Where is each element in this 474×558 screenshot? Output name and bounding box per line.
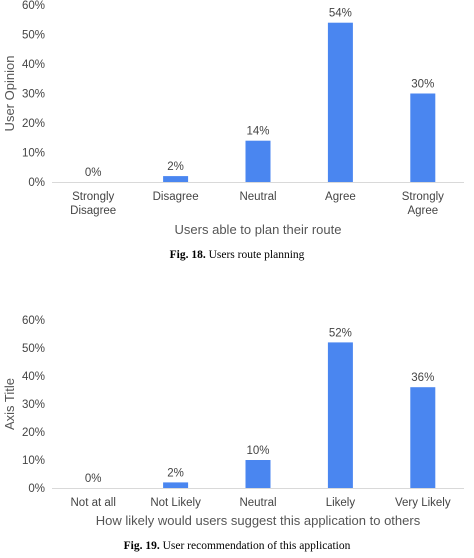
fig19-chart: 0% 10% 20% 30% 40% 50% 60% 0% Not at all 2% Not Li… <box>2 315 464 552</box>
y-tick-label: 0% <box>28 177 45 189</box>
bar <box>163 482 189 488</box>
category-label: Strongly <box>72 191 114 203</box>
fig18-chart: 0% 10% 20% 30% 40% 50% 60% 0% Strongly Disagree 2%… <box>2 0 464 261</box>
category-label: Neutral <box>239 497 276 509</box>
figure-caption: Fig. 19. User recommendation of this app… <box>124 540 351 552</box>
category-label: Neutral <box>239 191 276 203</box>
y-axis-title: Axis Title <box>2 378 17 430</box>
figure-caption: Fig. 18. Users route planning <box>170 249 305 261</box>
y-tick-label: 50% <box>22 343 45 355</box>
y-tick-label: 60% <box>22 315 45 327</box>
y-tick-label: 30% <box>22 399 45 411</box>
figure-caption-text: User recommendation of this application <box>160 540 351 552</box>
category-label: Strongly <box>402 191 444 203</box>
category-label: Agree <box>407 205 438 217</box>
bar <box>327 22 353 183</box>
figure-caption-text: Users route planning <box>206 249 305 261</box>
y-tick-label: 0% <box>28 483 45 495</box>
bar <box>410 93 436 182</box>
y-tick-label: 10% <box>22 455 45 467</box>
data-label: 0% <box>85 167 102 179</box>
bar <box>245 140 271 182</box>
category-label: Disagree <box>70 205 116 217</box>
category-label: Not at all <box>71 497 116 509</box>
bar <box>245 460 271 488</box>
y-tick-label: 20% <box>22 118 45 130</box>
category-label: Not Likely <box>150 497 201 509</box>
category-label: Disagree <box>153 191 199 203</box>
y-tick-label: 20% <box>22 427 45 439</box>
y-tick-label: 40% <box>22 371 45 383</box>
category-label: Agree <box>325 191 356 203</box>
data-label: 36% <box>411 372 434 384</box>
data-label: 52% <box>329 327 352 339</box>
y-tick-label: 30% <box>22 89 45 101</box>
bar <box>327 342 353 488</box>
category-label: Likely <box>326 497 356 509</box>
y-tick-label: 10% <box>22 148 45 160</box>
category-label: Very Likely <box>395 497 451 509</box>
x-axis-title: Users able to plan their route <box>175 222 342 237</box>
figure-caption-number: Fig. 19. <box>124 540 160 552</box>
y-axis-title: User Opinion <box>2 56 17 132</box>
data-label: 10% <box>246 445 269 457</box>
figure-caption-number: Fig. 18. <box>170 249 206 261</box>
data-label: 14% <box>246 126 269 138</box>
data-label: 2% <box>167 161 184 173</box>
bar <box>163 176 189 182</box>
data-label: 2% <box>167 467 184 479</box>
y-tick-label: 40% <box>22 59 45 71</box>
x-axis-title: How likely would users suggest this appl… <box>96 513 421 528</box>
bar <box>410 387 436 488</box>
y-tick-label: 50% <box>22 30 45 42</box>
y-tick-label: 60% <box>22 0 45 12</box>
data-label: 54% <box>329 8 352 20</box>
data-label: 30% <box>411 79 434 91</box>
data-label: 0% <box>85 473 102 485</box>
